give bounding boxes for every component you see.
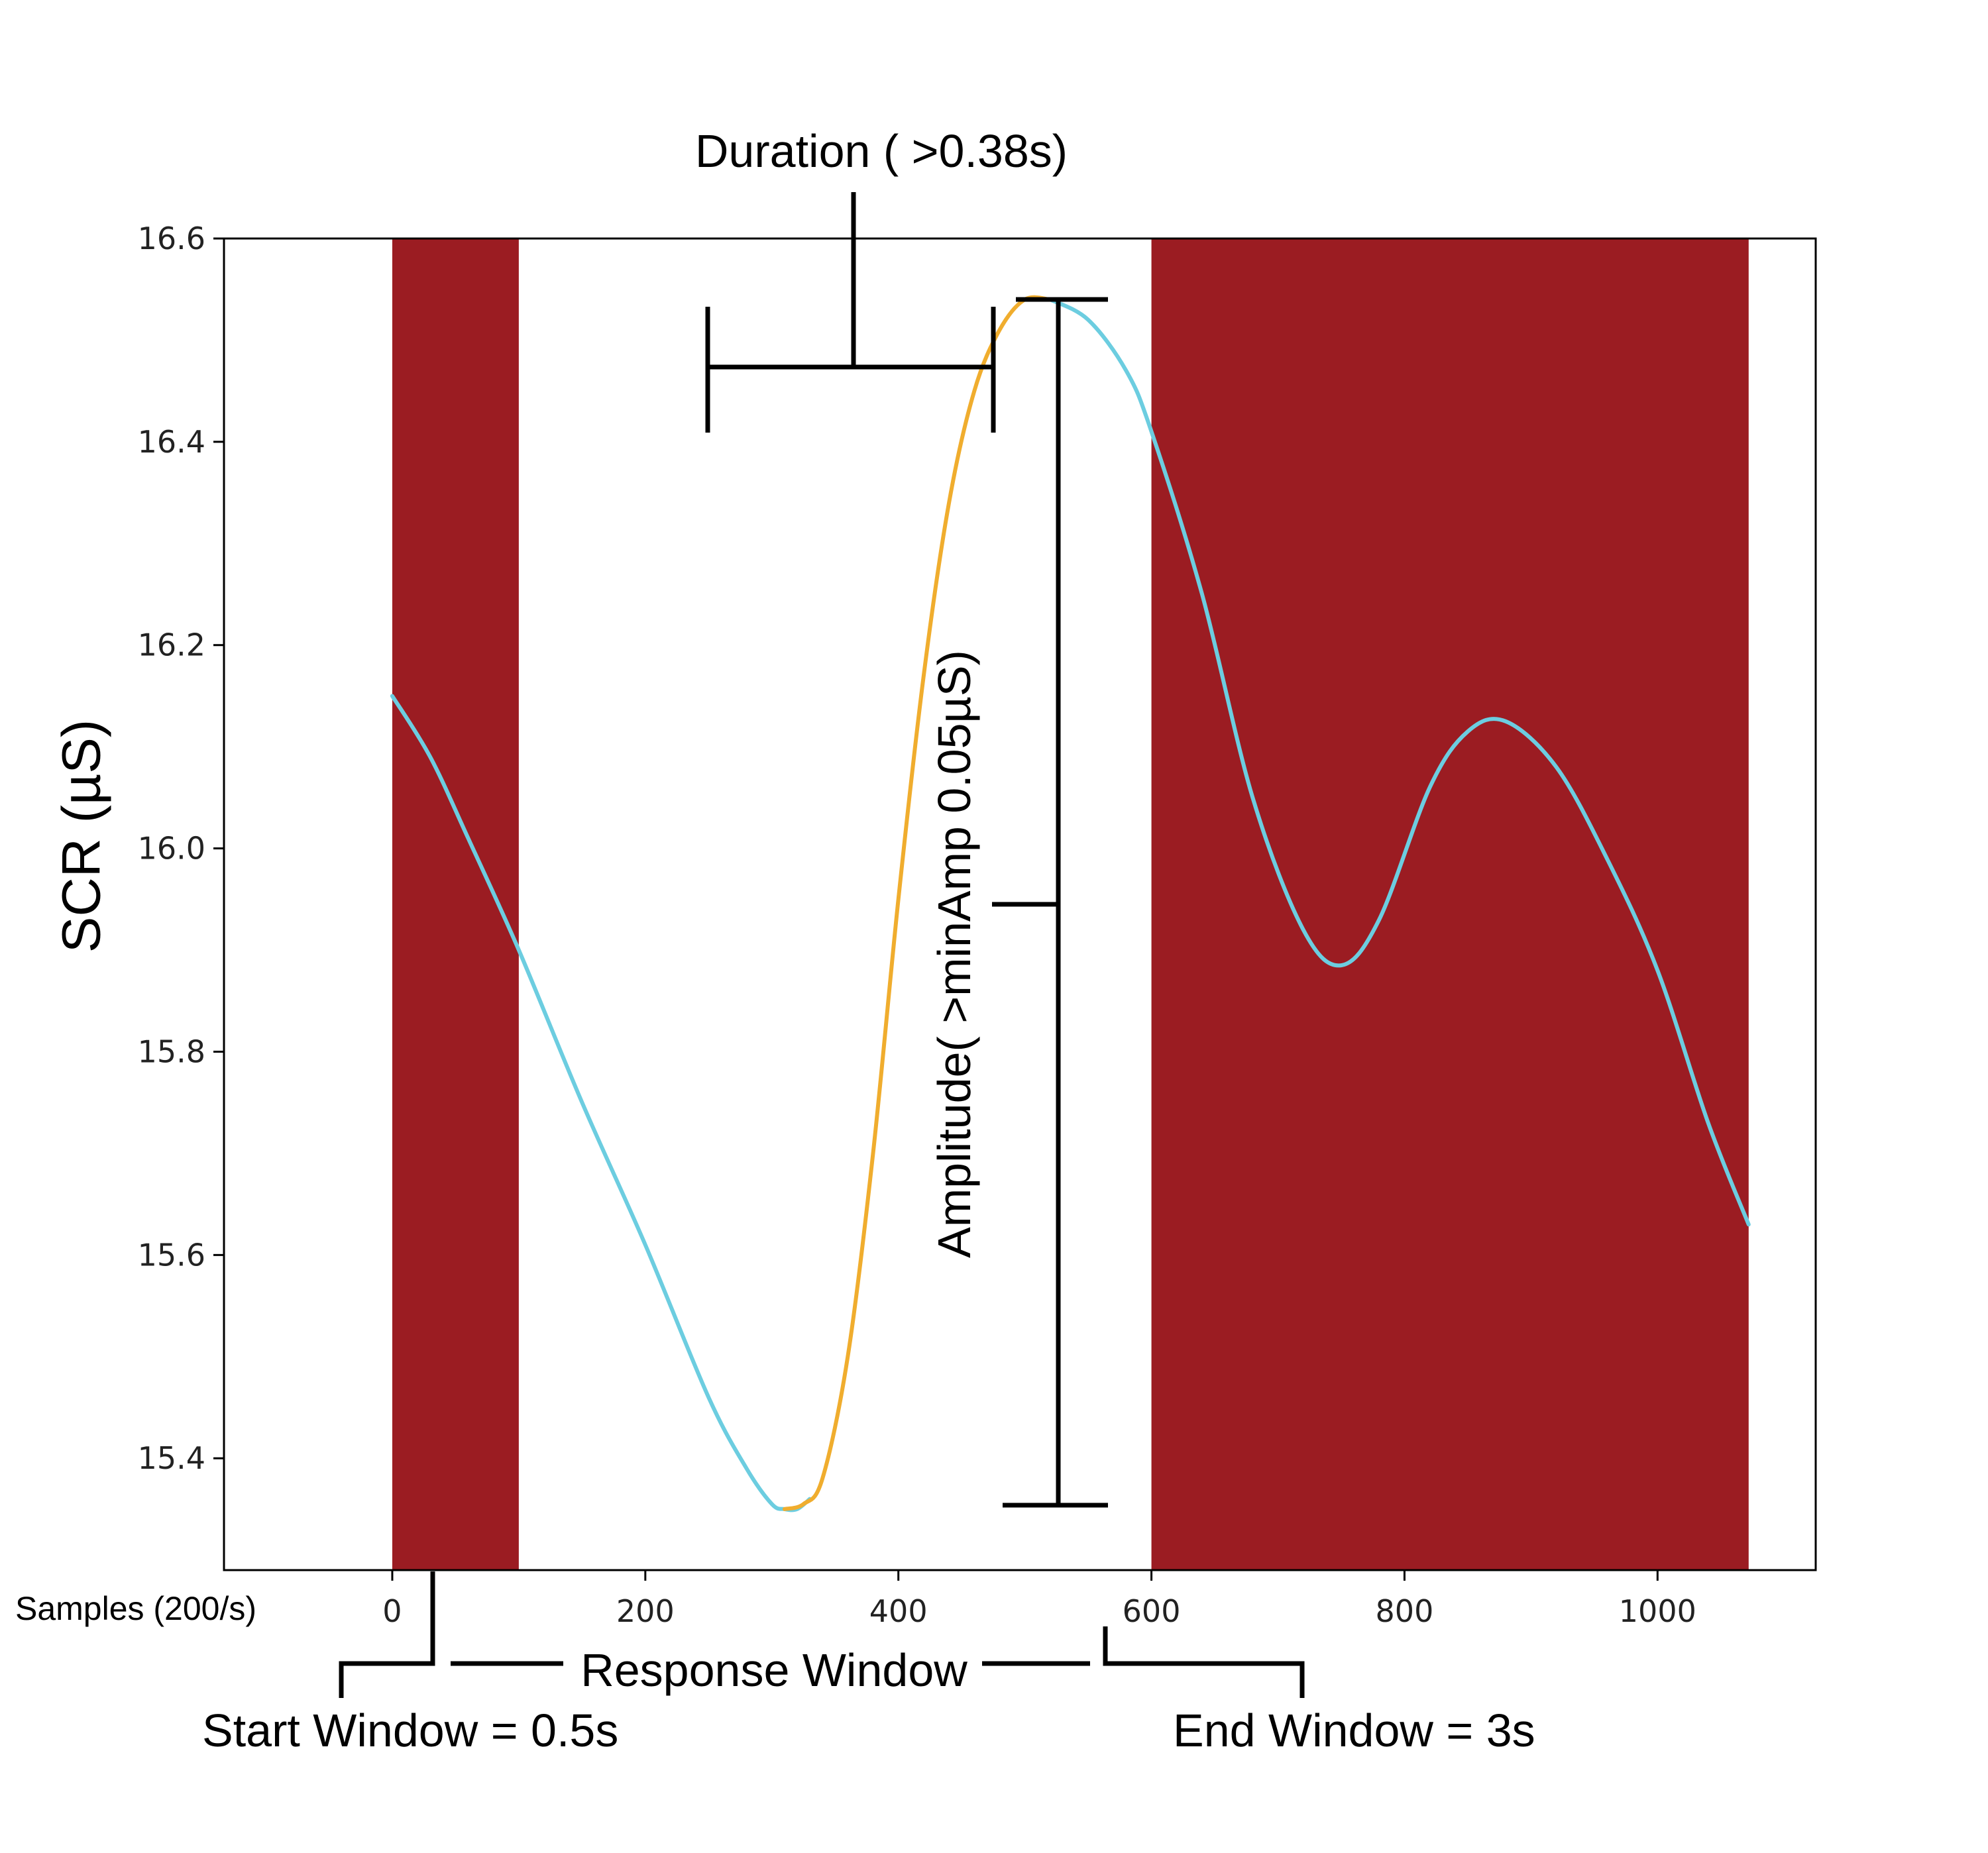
y-tick-label: 15.8 xyxy=(138,1033,205,1069)
duration-annotation: Duration ( >0.38s) xyxy=(695,125,1068,177)
x-tick-label: 200 xyxy=(616,1593,675,1629)
x-tick-label: 0 xyxy=(382,1593,402,1629)
window-brackets xyxy=(339,1571,1305,1698)
x-tick-label: 1000 xyxy=(1619,1593,1696,1629)
x-tick-label: 400 xyxy=(869,1593,928,1629)
y-tick-label: 16.4 xyxy=(138,424,205,460)
series-line-2 xyxy=(782,295,1052,1511)
x-tick-label: 800 xyxy=(1376,1593,1434,1629)
y-tick-label: 16.2 xyxy=(138,627,205,663)
series-lines xyxy=(390,295,1751,1512)
duration-bracket xyxy=(705,192,996,433)
plot-frame xyxy=(223,237,1817,1571)
y-axis: 15.4 15.6 15.8 16.0 16.2 16.4 16.6 xyxy=(138,221,224,1476)
y-tick-label: 16.0 xyxy=(138,831,205,867)
x-tick-label: 600 xyxy=(1123,1593,1181,1629)
series-line-3 xyxy=(1048,297,1751,1227)
amplitude-bracket xyxy=(992,297,1108,1508)
y-tick-label: 15.6 xyxy=(138,1237,205,1273)
x-axis-label: Samples (200/s) xyxy=(15,1590,256,1627)
series-line-1 xyxy=(390,694,812,1512)
shaded-regions xyxy=(392,238,1749,1570)
response-window-annotation: Response Window xyxy=(580,1644,967,1696)
amplitude-annotation: Amplitude( >minAmp 0.05µS) xyxy=(928,650,980,1258)
y-tick-label: 15.4 xyxy=(138,1440,205,1476)
shaded-region-2 xyxy=(1151,238,1749,1570)
y-tick-label: 16.6 xyxy=(138,221,205,256)
x-axis: 0 200 400 600 800 1000 xyxy=(382,1570,1696,1629)
end-window-annotation: End Window = 3s xyxy=(1173,1705,1535,1756)
start-window-annotation: Start Window = 0.5s xyxy=(202,1705,618,1756)
y-axis-label: SCR (µS) xyxy=(52,719,112,953)
